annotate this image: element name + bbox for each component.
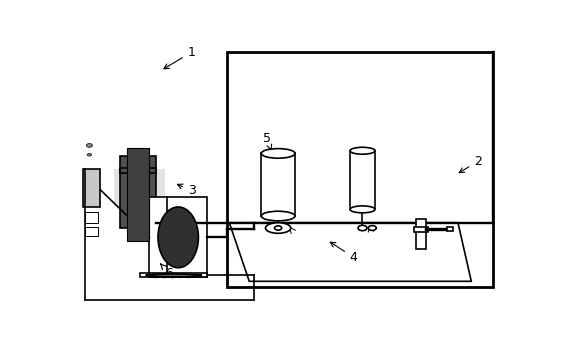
Bar bbox=[85, 212, 99, 223]
Bar bbox=[114, 170, 165, 207]
Bar bbox=[416, 219, 426, 249]
Ellipse shape bbox=[274, 226, 282, 230]
Bar bbox=[150, 197, 207, 277]
Bar bbox=[447, 227, 453, 231]
Ellipse shape bbox=[261, 211, 295, 221]
Bar bbox=[85, 227, 99, 236]
Ellipse shape bbox=[265, 223, 291, 233]
Ellipse shape bbox=[350, 206, 375, 213]
Ellipse shape bbox=[87, 153, 92, 156]
Ellipse shape bbox=[87, 144, 92, 147]
Text: 4: 4 bbox=[331, 242, 358, 264]
Ellipse shape bbox=[158, 207, 198, 268]
Bar bbox=[140, 273, 207, 277]
Ellipse shape bbox=[261, 149, 295, 158]
Text: 5: 5 bbox=[263, 132, 272, 151]
Bar bbox=[83, 170, 100, 207]
Ellipse shape bbox=[146, 274, 202, 276]
Bar bbox=[130, 155, 146, 168]
Text: 6: 6 bbox=[160, 264, 173, 280]
Text: 1: 1 bbox=[164, 46, 195, 69]
Bar bbox=[127, 148, 150, 242]
Bar bbox=[120, 156, 156, 228]
Ellipse shape bbox=[368, 226, 376, 230]
Text: 2: 2 bbox=[459, 155, 482, 173]
Polygon shape bbox=[229, 223, 472, 281]
Bar bbox=[227, 52, 493, 286]
Text: 3: 3 bbox=[178, 184, 195, 197]
Bar bbox=[120, 167, 156, 173]
Ellipse shape bbox=[358, 225, 367, 231]
Bar bbox=[414, 227, 428, 232]
Ellipse shape bbox=[350, 147, 375, 154]
